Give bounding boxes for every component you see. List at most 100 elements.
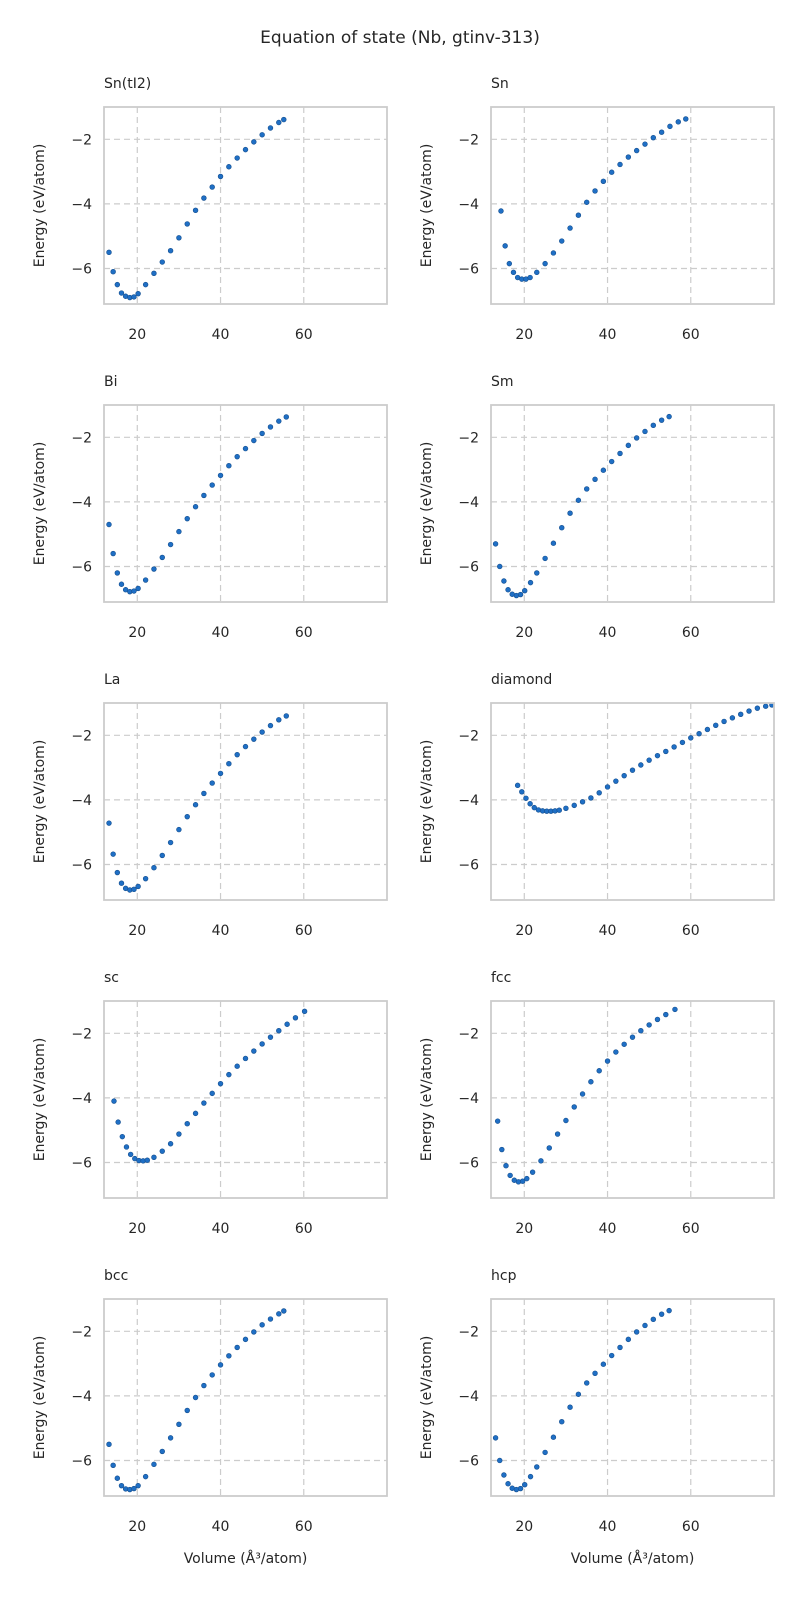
data-point — [494, 1118, 501, 1124]
data-point — [131, 588, 137, 594]
x-tick-label: 20 — [128, 1221, 146, 1237]
data-point — [559, 1419, 565, 1425]
data-point — [517, 591, 524, 598]
data-point — [267, 424, 274, 430]
data-point — [596, 790, 602, 796]
data-point — [106, 820, 112, 826]
data-point — [679, 739, 686, 746]
data-point — [497, 563, 503, 570]
data-point — [642, 141, 648, 147]
data-point — [242, 445, 249, 452]
y-tick-label: −6 — [71, 857, 92, 873]
subplot-9: 20 40 60 −6 −4 −2 bcc Energy (eV/atom) Volume (Å… — [32, 1268, 388, 1567]
x-tick-label: 40 — [212, 1519, 230, 1535]
y-axis-label: Energy (eV/atom) — [419, 740, 435, 864]
data-point — [588, 795, 594, 801]
data-point — [592, 1370, 598, 1376]
y-axis-label: Energy (eV/atom) — [32, 442, 48, 566]
data-point — [159, 1448, 165, 1455]
y-tick-label: −2 — [71, 132, 92, 148]
data-point — [276, 717, 282, 723]
data-point — [192, 1394, 199, 1401]
data-point — [575, 1391, 582, 1397]
y-tick-label: −6 — [71, 1453, 92, 1469]
x-axis-label: Volume (Å³/atom) — [184, 1550, 308, 1567]
x-tick-label: 60 — [682, 1519, 700, 1535]
data-point — [522, 1481, 528, 1488]
data-point — [201, 1382, 207, 1389]
data-point — [111, 1098, 117, 1104]
data-point — [184, 515, 190, 522]
data-point — [119, 1133, 126, 1140]
data-point — [617, 161, 623, 168]
x-tick-label: 40 — [599, 1221, 617, 1237]
data-point — [184, 1407, 190, 1414]
data-series — [111, 1008, 308, 1164]
data-series — [106, 713, 289, 893]
data-series — [106, 1308, 287, 1493]
data-point — [592, 188, 598, 194]
y-tick-label: −6 — [458, 857, 479, 873]
data-point — [507, 1172, 513, 1179]
subplot-4: 20 40 60 −6 −4 −2 Sm Energy (eV/atom) — [419, 374, 775, 641]
axes-frame — [490, 106, 775, 305]
subplot-title: Sn — [491, 76, 509, 92]
axes-frame — [103, 106, 388, 305]
data-point — [184, 1121, 190, 1127]
data-point — [135, 290, 141, 297]
data-point — [176, 1421, 182, 1428]
data-point — [600, 178, 607, 184]
data-point — [666, 1307, 672, 1314]
data-point — [106, 1441, 112, 1448]
data-point — [267, 1034, 274, 1040]
data-point — [534, 269, 540, 276]
y-axis-label: Energy (eV/atom) — [419, 144, 435, 268]
data-point — [604, 784, 611, 790]
data-point — [683, 116, 689, 122]
data-point — [276, 1028, 282, 1034]
data-point — [550, 250, 557, 256]
data-point — [135, 1482, 141, 1489]
data-point — [301, 1008, 308, 1015]
y-tick-label: −6 — [458, 1155, 479, 1171]
data-point — [259, 430, 265, 437]
subplot-10: 20 40 60 −6 −4 −2 hcp Energy (eV/atom) Volume (Å… — [419, 1268, 775, 1567]
data-point — [688, 735, 694, 741]
data-point — [217, 1080, 224, 1087]
subplot-title: sc — [104, 970, 119, 986]
data-point — [167, 541, 174, 548]
subplot-7: 20 40 60 −6 −4 −2 sc Energy (eV/atom) — [32, 970, 388, 1237]
y-tick-label: −2 — [458, 430, 479, 446]
data-point — [201, 195, 207, 201]
y-tick-label: −6 — [458, 261, 479, 277]
subplot-6: 20 40 60 −6 −4 −2 diamond Energy (eV/atom) — [419, 672, 775, 939]
data-point — [633, 435, 640, 441]
data-point — [151, 566, 157, 572]
y-axis-label: Energy (eV/atom) — [419, 1336, 435, 1460]
subplot-title: Sm — [491, 374, 514, 390]
data-point — [584, 486, 590, 492]
data-point — [550, 1434, 557, 1440]
data-point — [519, 789, 525, 795]
subplot-title: diamond — [491, 672, 552, 688]
subplot-3: 20 40 60 −6 −4 −2 Bi Energy (eV/atom) — [32, 374, 388, 641]
data-point — [114, 869, 121, 876]
data-point — [579, 799, 586, 805]
data-point — [192, 1110, 199, 1117]
data-point — [658, 417, 665, 423]
data-point — [167, 839, 174, 846]
data-point — [650, 1316, 657, 1323]
data-point — [672, 1006, 678, 1013]
data-point — [151, 270, 157, 277]
data-point — [663, 1011, 669, 1018]
data-point — [201, 492, 207, 499]
data-point — [167, 1435, 174, 1441]
data-point — [276, 119, 282, 126]
data-point — [281, 116, 287, 123]
y-axis-label: Energy (eV/atom) — [419, 442, 435, 566]
data-point — [276, 1311, 282, 1317]
axes-frame — [103, 1298, 388, 1497]
data-point — [559, 238, 565, 244]
y-tick-label: −4 — [71, 197, 92, 213]
data-point — [151, 865, 157, 871]
